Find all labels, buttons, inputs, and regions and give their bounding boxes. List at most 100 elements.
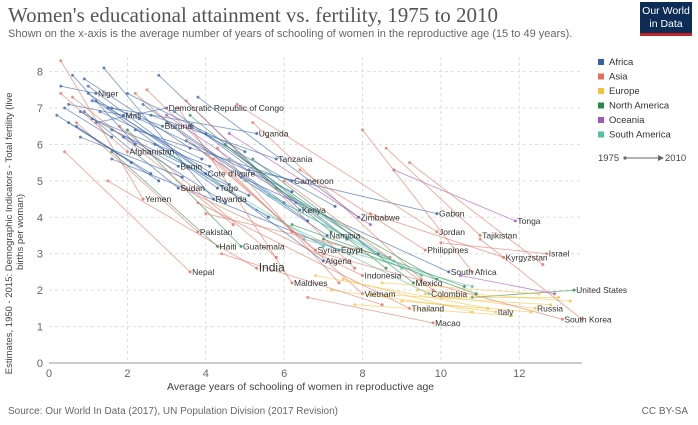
country-series	[478, 237, 584, 321]
series-line	[84, 78, 191, 149]
start-point	[415, 288, 419, 292]
end-point	[384, 266, 388, 270]
legend-item[interactable]: North America	[598, 101, 670, 112]
year-start-dot	[623, 156, 627, 160]
end-point	[431, 321, 435, 325]
end-point	[337, 281, 341, 285]
country-series	[219, 252, 384, 307]
source-note: Source: Our World In Data (2017), UN Pop…	[8, 406, 338, 417]
series-line	[123, 136, 226, 204]
end-point	[239, 244, 243, 248]
end-point	[329, 230, 333, 234]
series-line	[189, 114, 332, 233]
start-point	[321, 237, 325, 241]
start-point	[180, 186, 184, 190]
series-line	[276, 187, 438, 280]
legend-label: Europe	[609, 86, 640, 97]
y-axis-title-line-1: Estimates, 1950 - 2015: Demographic Indi…	[4, 92, 15, 374]
country-series	[408, 161, 545, 267]
series-line	[166, 114, 297, 204]
end-point	[243, 150, 247, 154]
series-line	[189, 125, 336, 207]
owid-logo[interactable]: Our World in Data	[640, 2, 692, 36]
legend-swatch	[598, 59, 604, 65]
start-point	[400, 299, 404, 303]
series-line	[146, 89, 293, 233]
country-label: Mexico	[415, 278, 442, 288]
series-line	[244, 180, 402, 269]
country-series	[63, 150, 192, 274]
country-series	[59, 91, 129, 154]
country-label: Nepal	[192, 267, 214, 277]
series-lines	[55, 59, 584, 325]
start-point	[459, 274, 463, 278]
y-tick-label: 2	[37, 285, 43, 297]
legend-item[interactable]: South America	[598, 130, 671, 141]
series-line	[60, 93, 128, 153]
y-tick-label: 3	[37, 249, 43, 261]
end-point	[447, 270, 451, 274]
country-series	[118, 124, 278, 259]
x-tick-label: 6	[281, 368, 287, 380]
country-label: South Korea	[564, 314, 612, 324]
country-label: Guatemala	[243, 241, 285, 251]
y-tick-label: 7	[37, 103, 43, 115]
end-point	[290, 190, 294, 194]
country-series	[90, 117, 212, 168]
country-series	[329, 288, 498, 314]
legend-label: Oceania	[609, 115, 645, 126]
x-tick-label: 8	[359, 368, 365, 380]
series-line	[166, 122, 308, 222]
legend-item[interactable]: Oceania	[598, 115, 645, 126]
start-point	[239, 175, 243, 179]
start-point	[408, 161, 412, 165]
end-point	[478, 234, 482, 237]
series-line	[460, 275, 555, 295]
logo-line-2: in Data	[649, 18, 683, 30]
start-point	[168, 153, 172, 157]
country-series	[321, 252, 564, 321]
start-point	[298, 168, 302, 172]
start-point	[78, 110, 82, 114]
start-point	[380, 281, 384, 285]
series-line	[370, 213, 504, 258]
start-point	[59, 91, 63, 95]
start-point	[110, 128, 114, 132]
end-point	[161, 124, 165, 128]
start-point	[157, 73, 161, 77]
country-label: Tonga	[517, 216, 540, 226]
legend-item[interactable]: Africa	[598, 57, 634, 68]
year-legend: 1975 2010	[598, 153, 686, 164]
start-point	[188, 113, 192, 117]
end-point	[294, 201, 298, 205]
legend-item[interactable]: Asia	[598, 72, 628, 83]
series-line	[248, 169, 438, 215]
end-point	[509, 314, 513, 318]
series-line	[127, 93, 246, 153]
end-point	[208, 164, 212, 168]
country-series	[235, 102, 439, 234]
country-label: Haiti	[220, 241, 237, 251]
legend[interactable]: Africa Asia Europe North America Oceania Sout…	[598, 57, 671, 141]
end-point	[486, 306, 490, 310]
series-line	[150, 114, 277, 160]
license-link[interactable]: CC BY-SA	[641, 406, 688, 417]
start-point	[423, 292, 427, 296]
end-point	[200, 157, 204, 161]
legend-item[interactable]: Europe	[598, 86, 640, 97]
legend-label: North America	[609, 101, 670, 112]
country-series	[71, 95, 235, 227]
end-point	[470, 310, 474, 314]
end-point	[141, 197, 145, 201]
country-series	[361, 128, 474, 274]
start-point	[251, 121, 255, 125]
country-label: Tajikistan	[482, 231, 517, 241]
end-point	[368, 223, 372, 227]
start-point	[314, 274, 317, 278]
series-line	[307, 296, 434, 324]
country-series	[243, 179, 404, 270]
end-point	[423, 248, 427, 252]
country-series	[251, 121, 423, 281]
series-line	[323, 253, 563, 320]
